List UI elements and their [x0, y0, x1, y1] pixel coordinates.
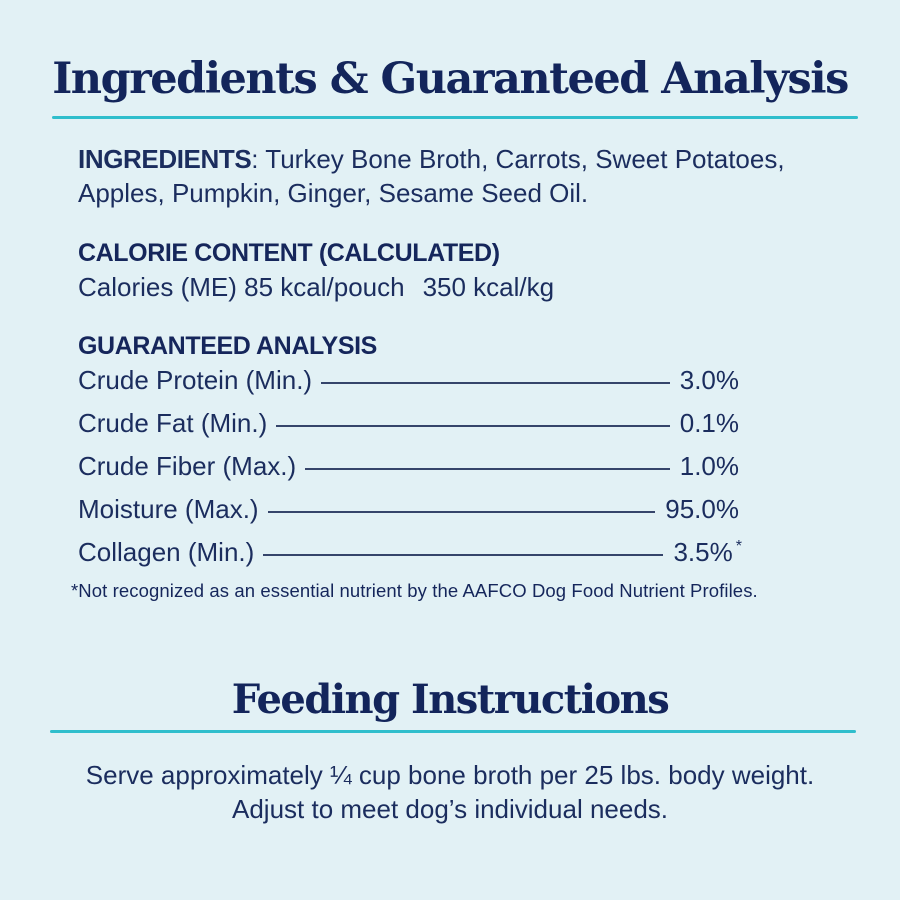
guaranteed-analysis-heading: GUARANTEED ANALYSIS	[78, 332, 377, 360]
leader-line	[321, 381, 670, 384]
analysis-label: Moisture (Max.)	[78, 494, 259, 524]
leader-line	[267, 510, 656, 513]
ingredients-label: INGREDIENTS	[78, 144, 252, 174]
leader-line	[305, 467, 670, 470]
analysis-row-moisture: Moisture (Max.) 95.0%	[78, 488, 742, 531]
analysis-row-collagen: Collagen (Min.) 3.5% *	[78, 531, 742, 574]
analysis-label: Crude Fat (Min.)	[78, 408, 268, 438]
feeding-instructions-title: Feeding Instructions	[231, 676, 670, 723]
ingredients-paragraph: INGREDIENTS: Turkey Bone Broth, Carrots,…	[78, 142, 826, 210]
analysis-label: Crude Fiber (Max.)	[78, 451, 297, 481]
ingredients-separator: :	[251, 144, 266, 174]
leader-line	[263, 553, 664, 556]
analysis-row-crude-fiber: Crude Fiber (Max.) 1.0%	[78, 445, 742, 488]
title-divider	[52, 116, 858, 119]
calorie-value-per-kg: 350 kcal/kg	[422, 272, 555, 302]
calorie-content-heading: CALORIE CONTENT (CALCULATED)	[78, 239, 500, 267]
analysis-label: Crude Protein (Min.)	[78, 365, 313, 395]
analysis-value: 95.0%	[665, 494, 739, 524]
feeding-line-1: Serve approximately ¼ cup bone broth per…	[85, 760, 815, 790]
leader-line	[276, 424, 670, 427]
analysis-label: Collagen (Min.)	[78, 537, 255, 567]
guaranteed-analysis-table: Crude Protein (Min.) 3.0% Crude Fat (Min…	[78, 359, 742, 574]
page-title: Ingredients & Guaranteed Analysis	[52, 54, 849, 104]
aafco-footnote: *Not recognized as an essential nutrient…	[71, 580, 758, 601]
calorie-content-line: Calories (ME) 85 kcal/pouch 350 kcal/kg	[78, 272, 554, 303]
footnote-marker: *	[735, 537, 742, 556]
feeding-instructions-text: Serve approximately ¼ cup bone broth per…	[0, 758, 900, 826]
analysis-row-crude-fat: Crude Fat (Min.) 0.1%	[78, 402, 742, 445]
feeding-divider	[50, 730, 856, 733]
calorie-value-per-pouch: Calories (ME) 85 kcal/pouch	[78, 272, 405, 302]
ingredients-text: Turkey Bone Broth, Carrots, Sweet Potato…	[78, 144, 785, 208]
analysis-value: 3.5% *	[673, 537, 742, 567]
analysis-value: 1.0%	[679, 451, 739, 481]
analysis-value: 0.1%	[679, 408, 739, 438]
feeding-line-2: Adjust to meet dog’s individual needs.	[231, 794, 669, 824]
analysis-row-crude-protein: Crude Protein (Min.) 3.0%	[78, 359, 742, 402]
analysis-value: 3.0%	[679, 365, 739, 395]
